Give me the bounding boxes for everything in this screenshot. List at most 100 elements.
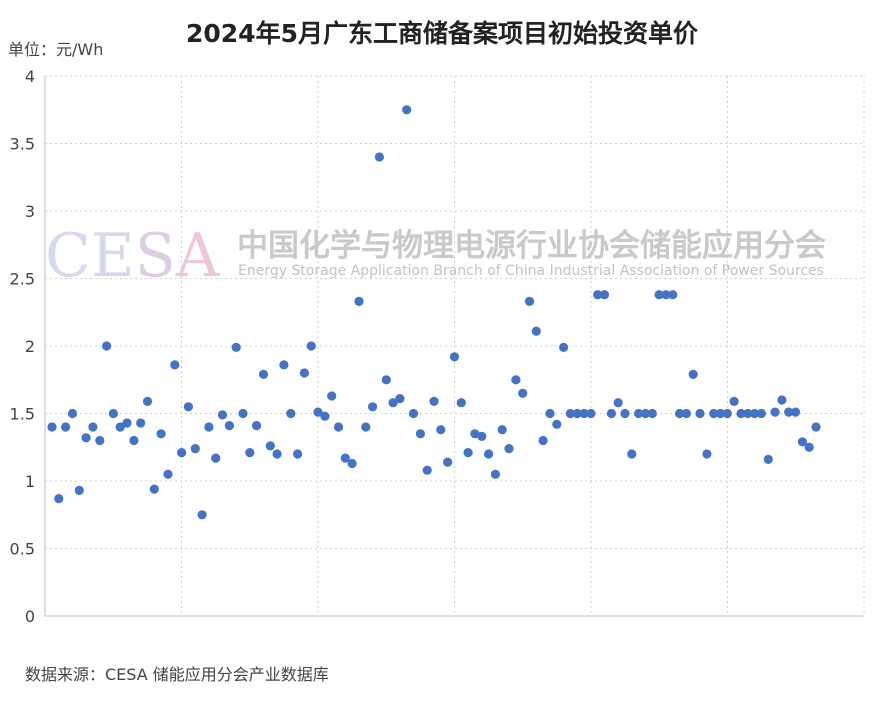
data-point [81, 433, 91, 443]
data-point [593, 290, 603, 300]
data-point [777, 395, 787, 405]
data-point [395, 394, 405, 404]
data-point [443, 457, 453, 467]
data-point [565, 408, 576, 419]
data-point [524, 296, 535, 306]
data-point [361, 422, 371, 432]
data-point [279, 360, 289, 370]
data-point [661, 290, 671, 300]
data-point [756, 408, 767, 419]
data-point [531, 326, 541, 336]
data-source-note: 数据来源：CESA 储能应用分会产业数据库 [25, 665, 329, 684]
data-point [217, 410, 228, 420]
data-point [449, 352, 460, 362]
data-point [129, 435, 139, 446]
data-point [790, 407, 801, 417]
data-point [456, 398, 466, 408]
y-tick-label: 1.5 [10, 405, 35, 424]
data-point [354, 296, 364, 306]
grid-lines [45, 75, 865, 616]
data-point [797, 437, 808, 447]
y-tick-labels: 0 0.5 1 1.5 2 2.5 3 3.5 4 [10, 67, 35, 626]
data-point [177, 448, 187, 458]
data-point [750, 408, 760, 419]
data-point [408, 408, 419, 419]
data-point [729, 396, 739, 406]
data-point [388, 398, 398, 408]
data-point [347, 458, 357, 469]
watermark-name-cn: 中国化学与物理电源行业协会储能应用分会 [237, 228, 826, 264]
data-point [415, 429, 425, 439]
data-point [695, 408, 705, 419]
data-point [340, 453, 350, 463]
data-point [204, 422, 214, 432]
data-point [634, 408, 644, 419]
data-point [313, 407, 323, 417]
data-point [286, 408, 296, 419]
watermark-name-en: Energy Storage Application Branch of Chi… [238, 263, 824, 279]
data-point [170, 360, 180, 370]
data-point [688, 369, 698, 379]
chart-title: 2024年5月广东工商储备案项目初始投资单价 [186, 19, 698, 48]
data-point [142, 396, 153, 406]
data-point [490, 469, 500, 479]
watermark: CESA 中国化学与物理电源行业协会储能应用分会 Energy Storage … [45, 221, 826, 291]
data-point [668, 290, 678, 300]
data-point [477, 431, 487, 441]
data-point [108, 408, 118, 419]
data-point [115, 422, 125, 432]
data-point [715, 408, 726, 419]
data-point [320, 411, 330, 421]
data-point [197, 510, 207, 520]
data-point [402, 105, 412, 115]
data-point [102, 341, 112, 351]
data-point [333, 422, 344, 432]
data-point [183, 402, 193, 412]
y-tick-label: 3 [25, 202, 35, 221]
data-point [552, 419, 562, 429]
data-point [422, 465, 432, 475]
data-point [709, 408, 719, 419]
data-point [245, 448, 255, 458]
data-point [559, 342, 569, 352]
data-point [374, 152, 384, 162]
y-tick-label: 3.5 [10, 135, 35, 154]
data-point [497, 425, 507, 435]
data-point [586, 408, 596, 419]
data-point [327, 391, 337, 401]
y-tick-label: 0 [25, 607, 35, 626]
y-axis-unit-label: 单位：元/Wh [8, 40, 104, 59]
y-tick-label: 1 [25, 472, 35, 491]
data-point [252, 421, 262, 431]
data-point [470, 429, 480, 439]
y-tick-label: 2 [25, 337, 35, 356]
data-point [599, 290, 610, 300]
data-point [518, 388, 528, 398]
data-point [47, 422, 57, 432]
data-point [224, 421, 234, 431]
data-point [579, 408, 589, 419]
data-point [231, 342, 241, 352]
data-point [538, 435, 548, 446]
data-point [811, 422, 821, 432]
data-point [190, 444, 200, 454]
data-point [572, 408, 582, 419]
data-point [620, 408, 630, 419]
data-point [149, 484, 159, 494]
data-point [722, 408, 732, 419]
data-point [265, 441, 275, 451]
data-point [122, 418, 132, 428]
data-point [804, 442, 814, 452]
data-point [67, 408, 78, 419]
data-point [647, 408, 657, 419]
data-point [743, 408, 753, 419]
axes [44, 76, 864, 617]
y-tick-label: 4 [25, 67, 35, 86]
data-point [54, 494, 64, 504]
data-point [675, 408, 685, 419]
data-point [299, 368, 309, 378]
data-point [763, 454, 773, 464]
data-points [47, 105, 821, 520]
data-point [770, 407, 780, 417]
